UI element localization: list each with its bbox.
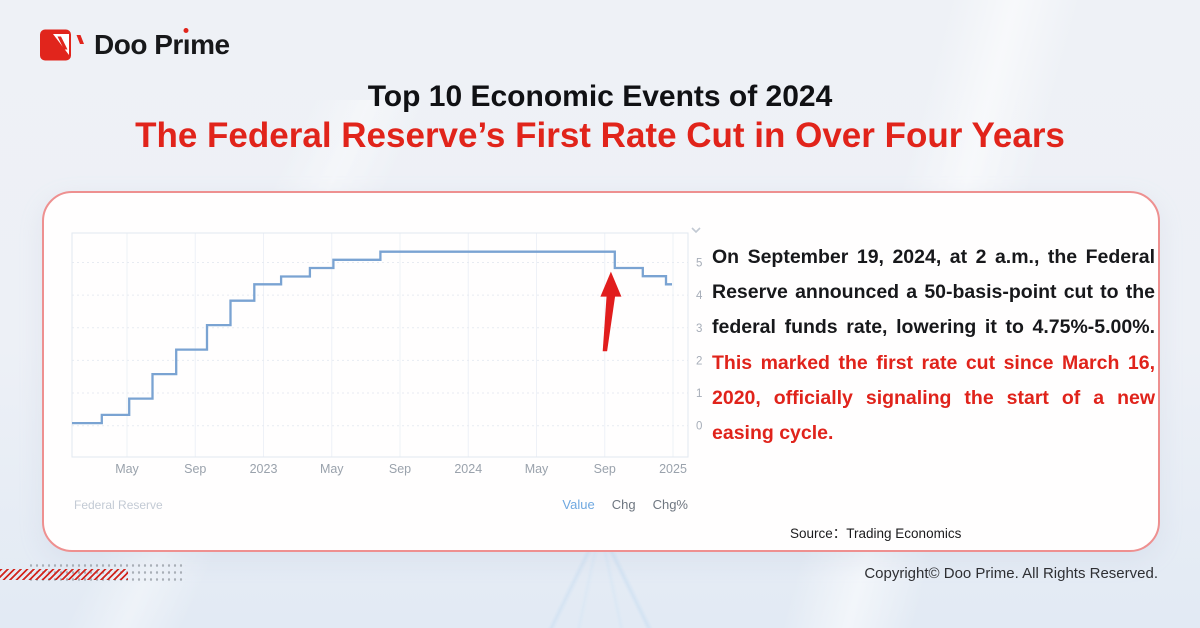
description-black-text: On September 19, 2024, at 2 a.m., the Fe… [712, 246, 1155, 339]
chart-footer-tabs: Value Chg Chg% [540, 497, 688, 512]
decor-red-hatch-bar [0, 569, 128, 580]
copyright-text: Copyright© Doo Prime. All Rights Reserve… [864, 565, 1158, 582]
headline: Top 10 Economic Events of 2024 [367, 80, 833, 113]
y-tick-label: 0 [696, 421, 702, 433]
x-tick-label: Sep [389, 462, 411, 476]
chart-provider-label: Federal Reserve [74, 498, 163, 512]
y-tick-label: 4 [696, 290, 703, 302]
x-tick-label: May [320, 462, 344, 476]
x-tick-label: May [115, 462, 139, 476]
brand-wordmark: Doo Prıme [94, 27, 230, 63]
description-red-text: This marked the first rate cut since Mar… [712, 351, 1155, 445]
x-tick-label: 2024 [454, 462, 482, 476]
rate-cut-arrow-shaft [602, 295, 616, 352]
plot-border [71, 232, 689, 458]
x-tick-label: Sep [184, 462, 206, 476]
brand-wordmark-i: ı [183, 27, 191, 63]
source-label: Source：Trading Economics [790, 526, 962, 541]
tab-value[interactable]: Value [562, 497, 595, 512]
event-description: On September 19, 2024, at 2 a.m., the Fe… [712, 240, 1155, 451]
tab-chg-percent[interactable]: Chg% [652, 497, 688, 512]
x-tick-label: 2023 [250, 462, 278, 476]
x-tick-label: May [525, 462, 549, 476]
rate-step-line [72, 250, 672, 425]
fed-funds-rate-chart: 0 1 2 3 4 5 May Sep 2023 May Sep 2024 May Sep 2025 [71, 232, 703, 476]
x-tick-label: Sep [594, 462, 616, 476]
brand-logo: Doo Prıme [40, 27, 230, 63]
chevron-down-icon[interactable] [690, 221, 702, 234]
brand-wordmark-post: me [190, 29, 230, 60]
y-tick-label: 1 [696, 388, 702, 400]
y-tick-label: 2 [696, 355, 702, 367]
tab-chg[interactable]: Chg [611, 497, 636, 512]
brand-wordmark-pre: Doo Pr [94, 29, 183, 60]
rate-cut-arrow-head [600, 271, 622, 297]
brand-logo-icon [40, 28, 86, 62]
y-tick-label: 5 [696, 257, 702, 269]
x-tick-label: 2025 [659, 462, 687, 476]
y-tick-label: 3 [696, 323, 702, 335]
subheadline: The Federal Reserve’s First Rate Cut in … [135, 116, 1065, 155]
